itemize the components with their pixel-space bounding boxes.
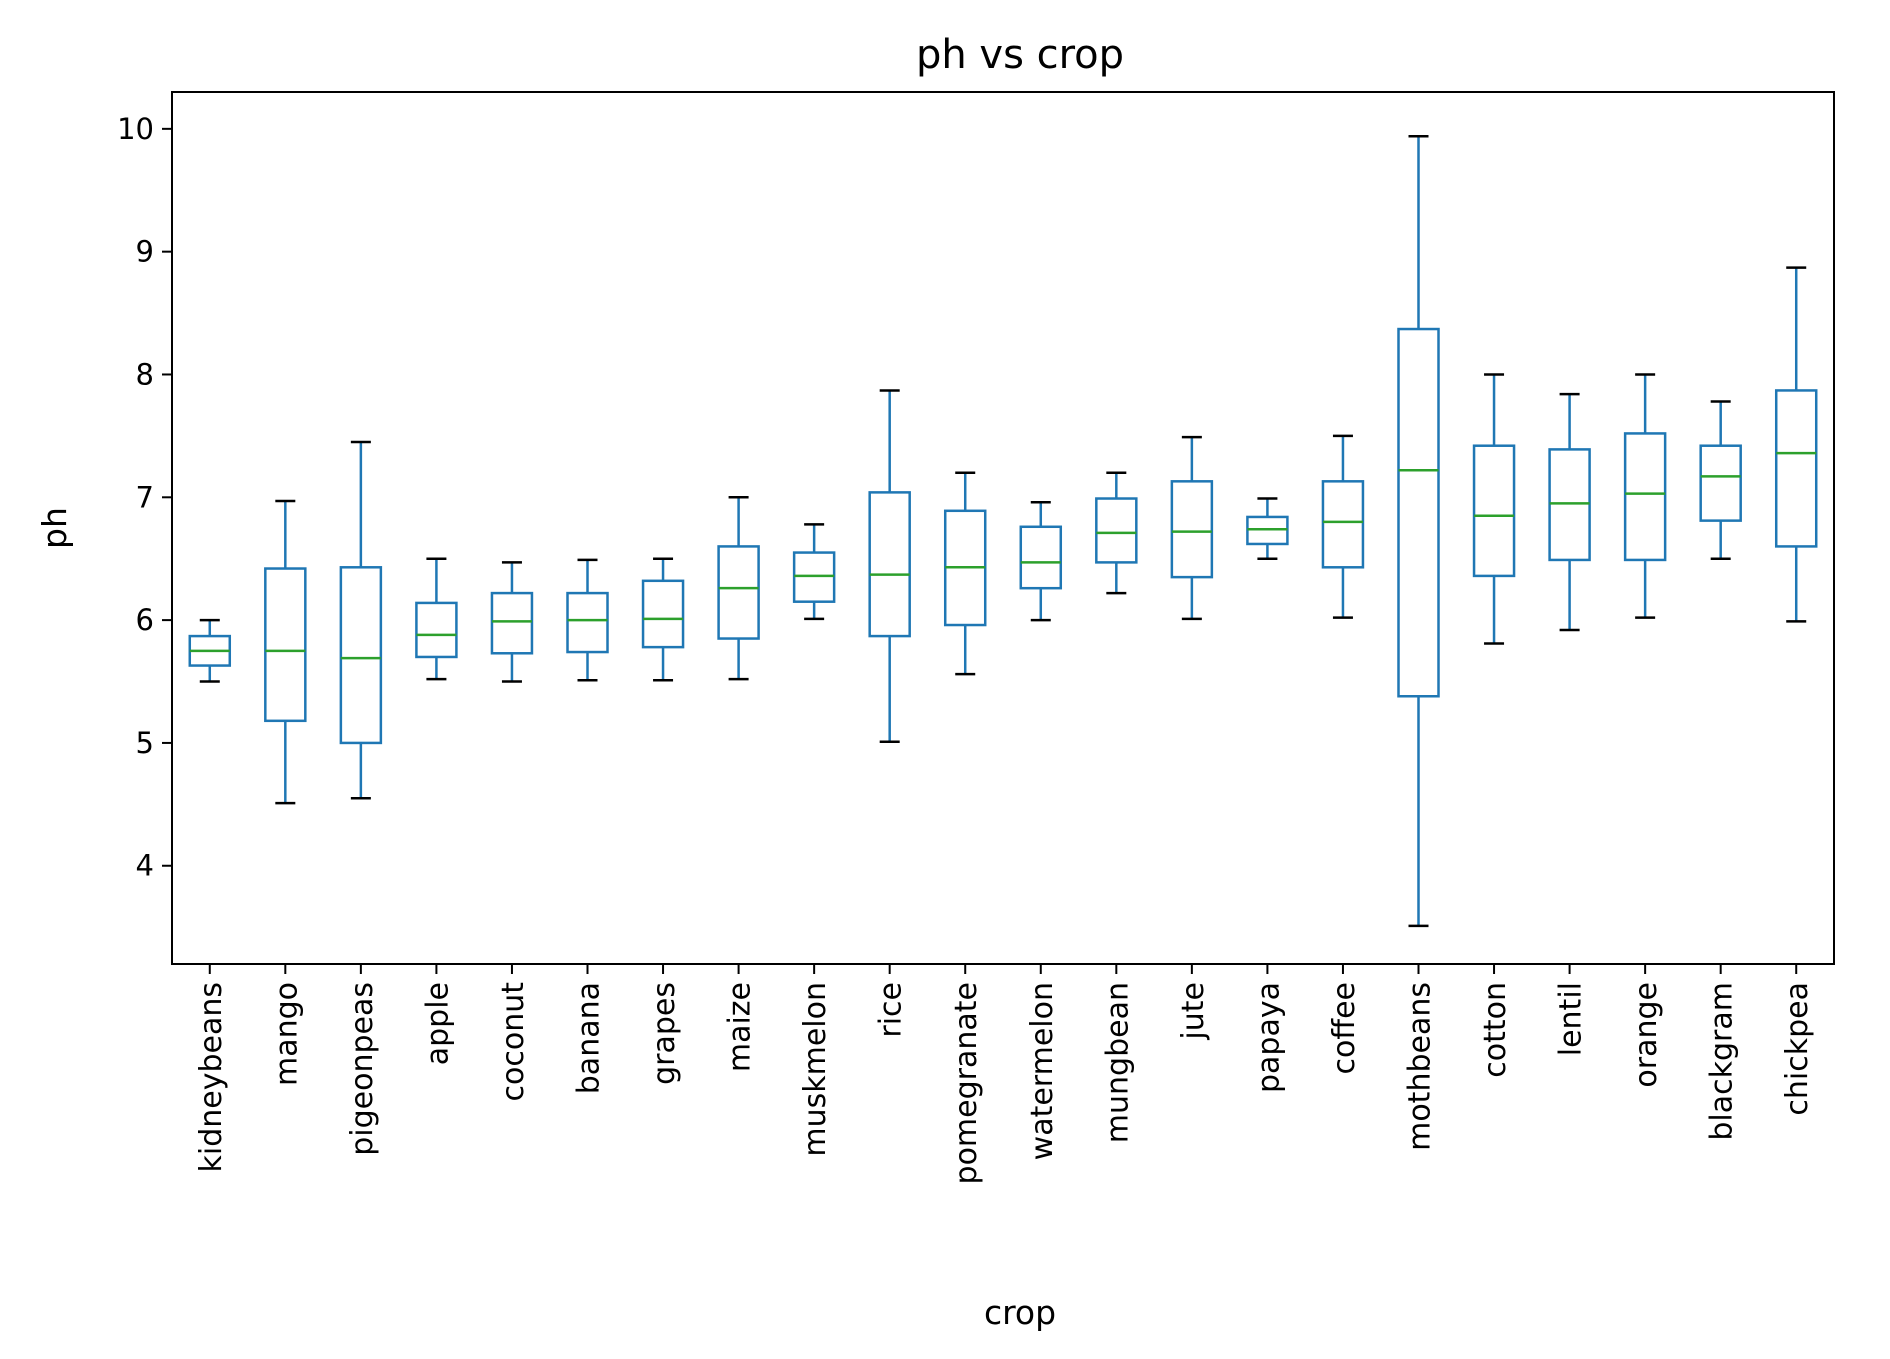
- x-tick-label: rice: [874, 982, 909, 1038]
- iqr-box: [1170, 480, 1214, 579]
- iqr-box: [1321, 480, 1365, 569]
- y-tick-label: 4: [136, 849, 154, 883]
- boxes-group: [188, 134, 1818, 928]
- x-tick-label: lentil: [1554, 982, 1589, 1056]
- iqr-box: [641, 579, 685, 649]
- iqr-box: [1397, 327, 1440, 698]
- iqr-box: [415, 601, 458, 659]
- x-tick-label: jute: [1176, 982, 1211, 1041]
- iqr-box: [264, 567, 307, 723]
- iqr-box: [339, 566, 383, 745]
- iqr-box: [1472, 444, 1516, 578]
- iqr-box: [490, 591, 534, 655]
- x-tick-label: watermelon: [1025, 982, 1060, 1160]
- iqr-box: [1623, 432, 1667, 562]
- box-coffee: [1321, 434, 1365, 619]
- box-lentil: [1548, 392, 1591, 632]
- x-tick-label: grapes: [647, 982, 682, 1085]
- x-tick-label: cotton: [1478, 982, 1513, 1078]
- x-tick-label: blackgram: [1705, 982, 1740, 1141]
- x-tick-label: muskmelon: [798, 982, 833, 1157]
- x-tick-label: mothbeans: [1403, 982, 1438, 1151]
- box-mango: [264, 499, 307, 805]
- box-mungbean: [1095, 471, 1138, 595]
- iqr-box: [1019, 525, 1063, 590]
- box-papaya: [1246, 497, 1289, 560]
- iqr-box: [1095, 497, 1138, 564]
- box-banana: [566, 558, 609, 682]
- x-tick-label: orange: [1629, 982, 1664, 1088]
- y-tick-label: 5: [136, 726, 154, 760]
- box-pigeonpeas: [339, 440, 383, 800]
- iqr-box: [566, 591, 609, 654]
- box-kidneybeans: [188, 618, 232, 683]
- iqr-box: [868, 491, 911, 638]
- box-cotton: [1472, 373, 1516, 645]
- x-tick-label: papaya: [1251, 982, 1286, 1093]
- y-axis-label: ph: [35, 507, 74, 549]
- box-blackgram: [1699, 400, 1742, 560]
- x-tick-label: kidneybeans: [194, 982, 229, 1173]
- x-tick-label: pomegranate: [949, 982, 984, 1184]
- y-tick-label: 6: [136, 603, 154, 637]
- box-apple: [415, 557, 458, 681]
- x-tick-label: pigeonpeas: [345, 982, 380, 1156]
- box-orange: [1623, 373, 1667, 619]
- box-rice: [868, 389, 911, 743]
- x-tick-label: chickpea: [1780, 982, 1815, 1116]
- chart-title: ph vs crop: [916, 32, 1124, 78]
- iqr-box: [1774, 389, 1818, 548]
- box-jute: [1170, 435, 1214, 621]
- box-coconut: [490, 561, 534, 683]
- box-muskmelon: [792, 523, 836, 621]
- x-tick-label: apple: [420, 982, 455, 1065]
- iqr-box: [1699, 444, 1742, 522]
- box-mothbeans: [1397, 134, 1440, 928]
- x-tick-label: maize: [723, 982, 758, 1072]
- box-grapes: [641, 557, 685, 682]
- x-tick-label: coffee: [1327, 982, 1362, 1074]
- y-tick-label: 7: [136, 480, 154, 514]
- x-axis-label: crop: [984, 1293, 1056, 1332]
- y-tick-label: 10: [117, 112, 154, 146]
- box-watermelon: [1019, 500, 1063, 622]
- x-tick-label: mungbean: [1100, 982, 1135, 1143]
- box-maize: [717, 496, 760, 681]
- x-tick-label: coconut: [496, 982, 531, 1102]
- y-tick-label: 9: [136, 235, 154, 269]
- box-pomegranate: [943, 471, 987, 676]
- y-tick-label: 8: [136, 357, 154, 391]
- x-axis: kidneybeans mango pigeonpeas apple coconut ba…: [194, 964, 1815, 1184]
- y-axis: 4 5 6 7 8 9 10: [117, 112, 172, 883]
- x-tick-label: mango: [269, 982, 304, 1086]
- box-chickpea: [1774, 266, 1818, 623]
- plot-frame: [171, 91, 1835, 965]
- x-tick-label: banana: [572, 982, 607, 1094]
- iqr-box: [717, 545, 760, 640]
